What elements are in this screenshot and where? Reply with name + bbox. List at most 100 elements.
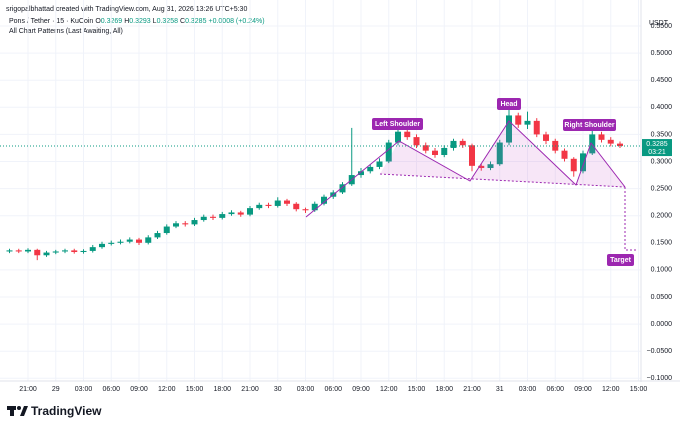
candle-body (284, 200, 290, 204)
brand: TradingView (31, 404, 102, 418)
candle-body (441, 147, 448, 156)
candle-body (293, 203, 300, 210)
ohlc-label: C (180, 18, 185, 25)
indicator: All Chart Patterns (Last Awaiting, All) (9, 28, 123, 35)
y-tick-label: 0.4500 (651, 77, 673, 84)
candle-body (561, 150, 568, 159)
x-tick-label: 31 (496, 386, 504, 393)
y-tick-label: 0.5500 (651, 23, 673, 30)
label-box (563, 119, 616, 131)
candle-body (413, 137, 420, 146)
candle-body (117, 241, 124, 243)
candle-body (6, 250, 13, 252)
x-tick-label: 12:00 (158, 386, 176, 393)
x-tick-label: 03:00 (519, 386, 537, 393)
candle-body (339, 184, 346, 193)
y-tick-label: −0.1000 (647, 375, 673, 382)
last-price-label: 0.3285 (646, 141, 668, 148)
candle-body (136, 239, 142, 243)
label-box (497, 98, 521, 110)
pattern-line (305, 120, 626, 218)
candle-body (302, 209, 309, 211)
candle-body (265, 204, 272, 206)
x-tick-label: 21:00 (19, 386, 37, 393)
change: +0.0008 (+0.24%) (208, 18, 264, 25)
x-tick-label: 03:00 (297, 386, 315, 393)
annotation: Target (610, 257, 632, 264)
y-tick-label: −0.0500 (647, 348, 673, 355)
label-box (372, 118, 423, 130)
candle-body (126, 239, 133, 242)
x-tick-label: 15:00 (408, 386, 426, 393)
candle-body (311, 203, 318, 211)
candle-body (404, 131, 411, 138)
logo-shape (10, 406, 14, 416)
logo-shape (20, 406, 28, 416)
x-tick-label: 12:00 (602, 386, 620, 393)
candle-body (422, 145, 429, 151)
x-tick-label: 09:00 (130, 386, 148, 393)
candle-body (191, 220, 198, 225)
annotation: Right Shoulder (564, 122, 614, 129)
candle-body (173, 223, 179, 227)
x-tick-label: 09:00 (352, 386, 370, 393)
candle-body (62, 250, 68, 252)
ohlc-label: O (95, 18, 101, 25)
candle-body (432, 150, 438, 156)
label-box (607, 254, 634, 266)
candle-body (219, 214, 226, 218)
ohlc-label: L (153, 18, 157, 25)
y-tick-label: 0.2000 (651, 213, 673, 220)
candle-body (274, 200, 281, 206)
last-price-box (642, 139, 672, 157)
candle-body (210, 216, 216, 218)
grid (0, 0, 641, 381)
x-tick-label: 09:00 (574, 386, 592, 393)
x-tick-label: 18:00 (213, 386, 231, 393)
candle-body (182, 223, 189, 225)
candle-body (321, 196, 327, 204)
y-tick-label: 0.5000 (651, 50, 673, 57)
y-tick-label: 0.4000 (651, 104, 673, 111)
x-tick-label: 06:00 (324, 386, 342, 393)
candle-body (524, 120, 531, 125)
candle-body (145, 237, 152, 243)
candle-body (99, 243, 105, 248)
y-tick-label: 0.1500 (651, 240, 673, 247)
candle-body (570, 158, 577, 172)
candle-body (450, 140, 457, 148)
countdown: 03:21 (648, 149, 666, 156)
x-tick-label: 12:00 (380, 386, 398, 393)
y-tick-label: 0.0000 (651, 321, 673, 328)
y-tick-label: 0.3000 (651, 158, 673, 165)
y-tick-label: 0.2500 (651, 185, 673, 192)
candle-body (228, 212, 235, 215)
annotation: Left Shoulder (375, 121, 420, 128)
candle-body (515, 115, 522, 125)
candle-body (459, 140, 466, 146)
candle-body (15, 250, 22, 252)
candle-body (25, 249, 31, 252)
candle-body (487, 164, 494, 169)
pattern-fill (380, 121, 625, 187)
logo (7, 406, 28, 416)
candle-body (163, 226, 170, 234)
candle-body (533, 120, 540, 135)
x-tick-label: 18:00 (435, 386, 453, 393)
x-tick-label: 15:00 (186, 386, 204, 393)
candle-body (200, 216, 207, 221)
currency: USDT (649, 20, 669, 27)
candle-body (71, 250, 78, 253)
x-tick-label: 06:00 (546, 386, 564, 393)
annotation: Head (500, 101, 517, 108)
x-tick-label: 21:00 (241, 386, 259, 393)
symbol: Pons / Tether · 15 · KuCoin (9, 18, 93, 25)
ohlc-value: 0.3258 (157, 18, 179, 25)
candle-body (89, 247, 96, 251)
candle-body (506, 115, 512, 143)
credit: srigopalbhattad created with TradingView… (6, 6, 247, 13)
x-tick-label: 03:00 (75, 386, 93, 393)
x-tick-label: 06:00 (102, 386, 120, 393)
